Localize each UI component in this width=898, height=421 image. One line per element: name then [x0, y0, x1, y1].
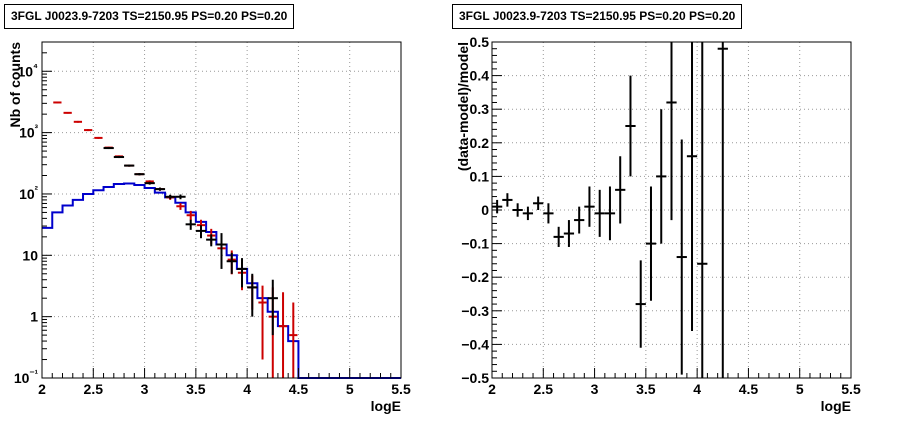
left-x-tick-label: 3: [141, 381, 149, 397]
left-x-tick-label: 5.5: [391, 381, 411, 397]
right-y-tick-label: −0.2: [461, 269, 489, 285]
left-y-tick-label: 1: [30, 309, 38, 325]
right-x-tick-label: 4: [693, 381, 701, 397]
left-chart-title: 3FGL J0023.9-7203 TS=2150.95 PS=0.20 PS=…: [4, 4, 295, 29]
left-y-tick-label: 10: [22, 247, 38, 263]
left-x-tick-label: 3.5: [186, 381, 206, 397]
right-x-tick-label: 5: [796, 381, 804, 397]
left-y-tick-label: 10⁻¹: [14, 369, 39, 386]
right-y-tick-label: 0: [481, 202, 489, 218]
left-x-tick-label: 2: [38, 381, 46, 397]
right-y-tick-label: −0.5: [461, 370, 489, 386]
left-y-tick-label: 10³: [19, 124, 39, 141]
left-x-tick-label: 4.5: [289, 381, 309, 397]
right-y-tick-label: 0.2: [470, 135, 490, 151]
right-x-tick-label: 4.5: [739, 381, 759, 397]
right-x-axis-label: logE: [821, 398, 851, 414]
left-y-tick-label: 10²: [19, 185, 39, 202]
left-x-tick-label: 4: [243, 381, 251, 397]
left-y-tick-label: 10⁴: [17, 62, 38, 79]
right-y-tick-label: −0.1: [461, 236, 489, 252]
right-y-tick-label: −0.4: [461, 336, 489, 352]
right-x-tick-label: 2: [488, 381, 496, 397]
right-y-tick-label: 0.5: [470, 34, 490, 50]
right-y-tick-label: 0.4: [470, 68, 490, 84]
left-plot-frame: [41, 41, 402, 379]
left-plot-area: [42, 42, 401, 378]
right-x-tick-label: 3.5: [636, 381, 656, 397]
left-y-axis-label: Nb of counts: [7, 42, 23, 128]
right-y-tick-label: 0.1: [470, 168, 490, 184]
right-y-tick-label: −0.3: [461, 303, 489, 319]
right-x-tick-label: 2.5: [534, 381, 554, 397]
right-x-tick-label: 3: [591, 381, 599, 397]
right-chart-title: 3FGL J0023.9-7203 TS=2150.95 PS=0.20 PS=…: [452, 4, 743, 29]
left-x-axis-label: logE: [371, 398, 401, 414]
left-x-tick-label: 5: [346, 381, 354, 397]
right-y-tick-label: 0.3: [470, 101, 490, 117]
right-y-axis-label: (data-model)/model: [455, 42, 471, 171]
left-x-tick-label: 2.5: [84, 381, 104, 397]
right-x-tick-label: 5.5: [841, 381, 861, 397]
